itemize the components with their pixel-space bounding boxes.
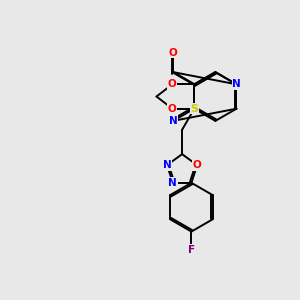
Text: O: O bbox=[193, 160, 202, 170]
Text: N: N bbox=[163, 160, 171, 170]
Text: O: O bbox=[169, 48, 178, 58]
Text: S: S bbox=[190, 104, 198, 114]
Text: F: F bbox=[188, 245, 195, 255]
Text: O: O bbox=[168, 104, 177, 114]
Text: N: N bbox=[232, 79, 241, 89]
Text: N: N bbox=[169, 116, 178, 126]
Text: N: N bbox=[168, 178, 177, 188]
Text: O: O bbox=[168, 79, 177, 89]
